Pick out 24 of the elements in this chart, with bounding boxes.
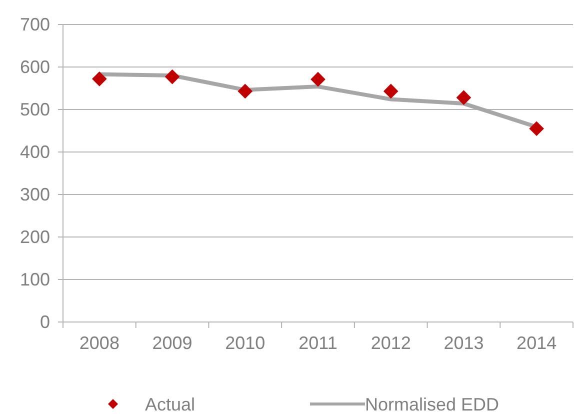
y-tick-label: 700 [20,14,50,34]
y-tick-label: 200 [20,226,50,247]
y-tick-label: 0 [40,312,50,332]
x-tick-label: 2008 [79,332,120,353]
x-tick-label: 2013 [444,332,484,353]
y-tick-label: 600 [20,56,50,77]
y-tick-label: 100 [20,269,50,290]
point [383,84,398,99]
y-tick-label: 400 [20,142,50,162]
point [92,71,107,86]
y-tick-label: 300 [20,184,50,204]
point [310,72,326,87]
x-tick-label: 2014 [516,332,557,353]
x-tick-label: 2010 [225,332,266,353]
x-tick-label: 2011 [298,332,338,353]
point [164,69,180,84]
legend-label: Actual [145,394,196,414]
y-tick-label: 500 [20,99,50,120]
x-tick-label: 2012 [370,332,411,353]
legend-label: Normalised EDD [365,394,500,414]
point [529,121,544,136]
point [238,84,253,99]
x-tick-label: 2009 [152,332,192,353]
point [456,90,472,106]
